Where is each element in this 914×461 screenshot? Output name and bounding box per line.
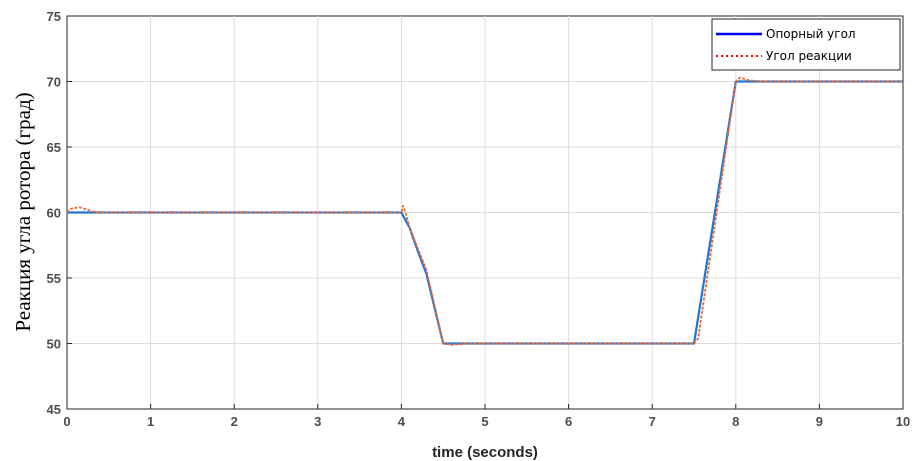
x-tick-label: 10 [896,414,910,429]
x-tick-label: 4 [398,414,406,429]
y-tick-label: 60 [47,206,61,221]
x-axis-label: time (seconds) [432,444,538,461]
legend: Опорный угол Угол реакции [711,18,901,71]
x-tick-label: 2 [231,414,238,429]
legend-label-reference: Опорный угол [766,27,856,41]
y-tick-label: 45 [47,402,61,417]
y-tick-label: 65 [47,140,61,155]
x-tick-label: 9 [816,414,823,429]
series-lines [66,76,903,346]
series-line-response [66,76,903,346]
x-tick-label: 6 [565,414,572,429]
x-tick-label: 7 [649,414,656,429]
legend-box [711,18,901,71]
y-axis-label: Реакция угла ротора (град) [11,92,35,331]
y-tick-label: 50 [47,337,61,352]
x-tick-label: 3 [314,414,321,429]
y-tick-label: 75 [47,9,61,24]
y-tick-label: 70 [47,75,61,90]
y-tick-label: 55 [47,271,61,286]
x-tick-label: 0 [63,414,70,429]
x-tick-label: 8 [732,414,739,429]
legend-label-response: Угол реакции [766,49,852,63]
x-tick-label: 1 [147,414,154,429]
x-tick-label: 5 [481,414,488,429]
